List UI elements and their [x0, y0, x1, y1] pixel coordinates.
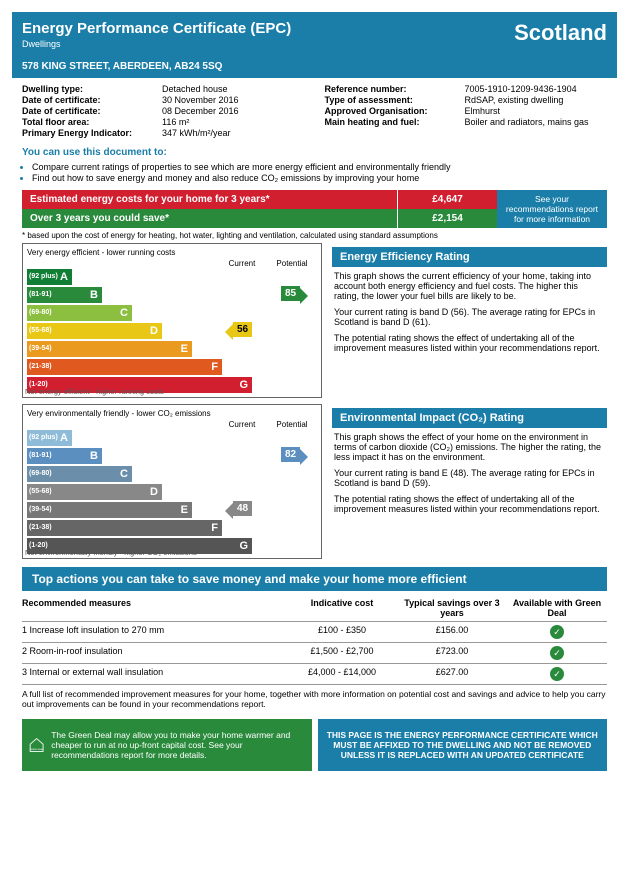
- see-more: See your recommendations report for more…: [497, 190, 607, 228]
- use-list: Compare current ratings of properties to…: [12, 160, 617, 190]
- property-details: Dwelling type:Detached houseDate of cert…: [12, 78, 617, 145]
- cost-row2-amt: £2,154: [397, 209, 497, 228]
- cost-row1-label: Estimated energy costs for your home for…: [22, 190, 397, 209]
- address: 578 KING STREET, ABERDEEN, AB24 5SQ: [12, 57, 617, 78]
- eer-chart: Very energy efficient - lower running co…: [22, 243, 322, 398]
- cost-row1-amt: £4,647: [397, 190, 497, 209]
- notice-box: THIS PAGE IS THE ENERGY PERFORMANCE CERT…: [318, 719, 608, 771]
- header: Energy Performance Certificate (EPC) Dwe…: [12, 12, 617, 57]
- eer-heading: Energy Efficiency Rating: [332, 247, 607, 267]
- doc-subtitle: Dwellings: [22, 39, 291, 49]
- cost-footnote: * based upon the cost of energy for heat…: [12, 228, 617, 243]
- actions-heading: Top actions you can take to save money a…: [22, 567, 607, 591]
- eir-heading: Environmental Impact (CO₂) Rating: [332, 408, 607, 428]
- region: Scotland: [514, 20, 607, 46]
- eir-chart: Very environmentally friendly - lower CO…: [22, 404, 322, 559]
- cost-row2-label: Over 3 years you could save*: [22, 209, 397, 228]
- doc-title: Energy Performance Certificate (EPC): [22, 20, 291, 37]
- use-heading: You can use this document to:: [12, 145, 617, 160]
- actions-table: Recommended measures Indicative cost Typ…: [22, 595, 607, 713]
- greendeal-box: GREEN DEAL The Green Deal may allow you …: [22, 719, 312, 771]
- cost-box: Estimated energy costs for your home for…: [22, 190, 607, 228]
- svg-text:GREEN DEAL: GREEN DEAL: [30, 748, 45, 751]
